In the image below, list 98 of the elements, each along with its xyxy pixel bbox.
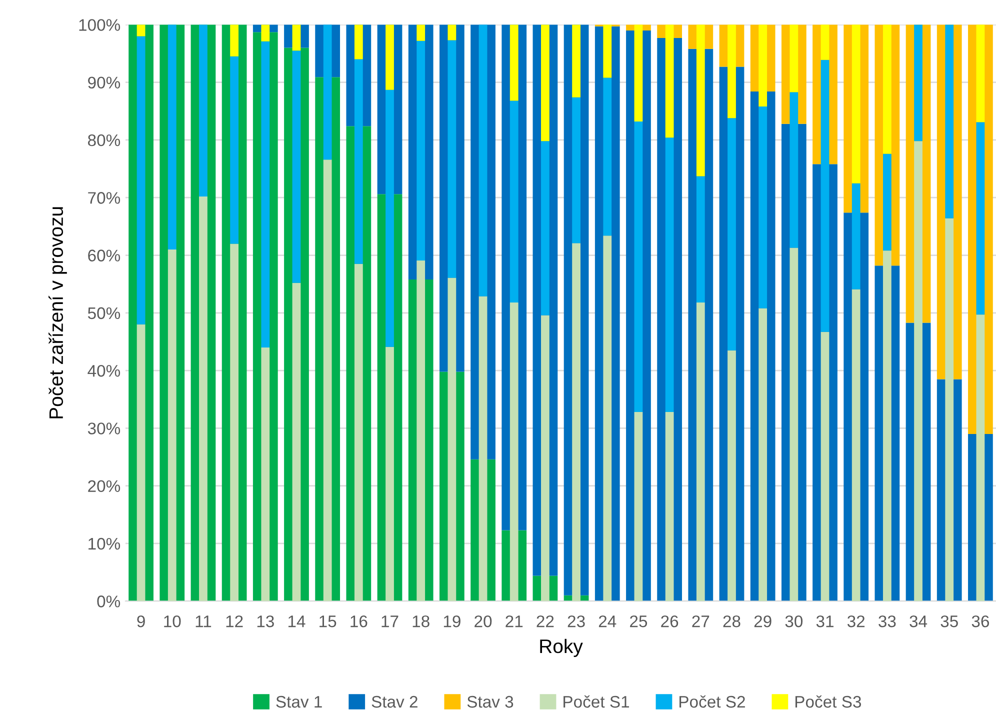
x-tick-label: 23 (568, 615, 585, 628)
y-tick-label: 60% (88, 250, 120, 262)
x-tick-label: 21 (506, 615, 523, 628)
x-tick-label: 14 (288, 616, 306, 628)
bar (634, 122, 643, 412)
legend-label: Stav 2 (372, 696, 418, 708)
bar (852, 183, 860, 290)
x-tick-label: 20 (474, 615, 492, 628)
x-tick-label: 25 (630, 615, 648, 628)
bar (634, 412, 643, 602)
bar (572, 24, 580, 98)
bar (790, 24, 798, 92)
x-tick-label: 32 (847, 615, 865, 628)
bar (820, 332, 830, 602)
x-tick-label: 24 (598, 615, 616, 628)
bar (354, 264, 363, 602)
bar (976, 24, 985, 122)
x-tick-label: 26 (661, 615, 678, 628)
bar (261, 347, 270, 602)
bar (136, 36, 146, 324)
bar (510, 100, 518, 303)
y-tick-label: 80% (88, 134, 120, 146)
x-tick-label: 15 (320, 616, 336, 628)
x-tick-label: 30 (785, 615, 803, 628)
y-tick-label: 20% (88, 480, 120, 492)
x-tick-label: 9 (137, 615, 145, 628)
x-tick-label: 19 (444, 615, 460, 628)
bar (976, 122, 985, 315)
legend-label: Stav 1 (276, 696, 322, 708)
x-tick-label: 36 (972, 615, 989, 628)
legend-label: Počet S1 (564, 695, 630, 708)
x-tick-label: 10 (164, 615, 181, 628)
y-tick-label: 30% (88, 422, 120, 434)
bar (261, 41, 270, 348)
bar (882, 24, 892, 154)
bar (448, 24, 456, 40)
bar (136, 324, 146, 602)
bar (230, 244, 239, 602)
x-tick-label: 28 (723, 615, 740, 628)
bar (758, 106, 768, 308)
bar (790, 248, 798, 602)
y-tick-label: 0% (97, 596, 120, 608)
bar (696, 176, 705, 303)
bar (696, 302, 705, 602)
bar (292, 282, 301, 602)
bar (510, 24, 518, 101)
bar (665, 412, 674, 602)
bar (945, 24, 954, 218)
bar (603, 236, 612, 602)
y-tick-label: 90% (88, 76, 120, 89)
x-tick-label: 18 (412, 615, 430, 628)
bar (728, 118, 736, 350)
x-tick-label: 17 (382, 616, 398, 628)
x-tick-label: 12 (226, 615, 243, 628)
y-axis-title: Počet zařízení v provozu (48, 207, 67, 418)
x-tick-label: 34 (910, 615, 928, 628)
bar (882, 154, 892, 251)
legend-label: Počet S3 (795, 695, 862, 708)
bar (230, 56, 239, 244)
bar (386, 346, 394, 602)
x-axis-title: Roky (540, 638, 583, 658)
bar (168, 249, 176, 602)
bar (136, 24, 146, 36)
y-tick-label: 40% (88, 364, 120, 377)
bar (416, 24, 426, 41)
bar (230, 24, 239, 56)
legend-label: Stav 3 (467, 696, 514, 708)
bar (168, 24, 176, 250)
bar (386, 24, 394, 90)
x-tick-label: 13 (257, 615, 274, 628)
x-tick-label: 22 (536, 615, 554, 628)
bar (448, 40, 456, 278)
y-tick-label: 100% (79, 19, 120, 31)
bar (572, 97, 580, 244)
y-tick-label: 10% (88, 538, 120, 550)
bar (199, 24, 208, 196)
bar (478, 24, 488, 296)
bar (541, 141, 550, 316)
x-tick-label: 35 (940, 615, 958, 628)
bar (541, 24, 550, 142)
y-tick-label: 50% (88, 307, 120, 320)
bar (354, 24, 363, 60)
bar (914, 24, 922, 142)
bar (820, 24, 830, 60)
x-tick-label: 33 (878, 615, 896, 628)
y-tick-label: 70% (88, 192, 120, 204)
x-tick-label: 27 (692, 615, 710, 628)
bar (728, 350, 736, 602)
x-tick-label: 29 (754, 615, 772, 628)
bar (665, 138, 674, 412)
x-tick-label: 31 (816, 615, 834, 628)
bar (758, 308, 768, 602)
x-tick-label: 16 (350, 615, 368, 628)
legend-label: Počet S2 (680, 695, 745, 708)
bar (199, 196, 208, 602)
bar (292, 50, 301, 283)
bar (603, 78, 612, 236)
x-tick-label: 11 (196, 616, 212, 628)
